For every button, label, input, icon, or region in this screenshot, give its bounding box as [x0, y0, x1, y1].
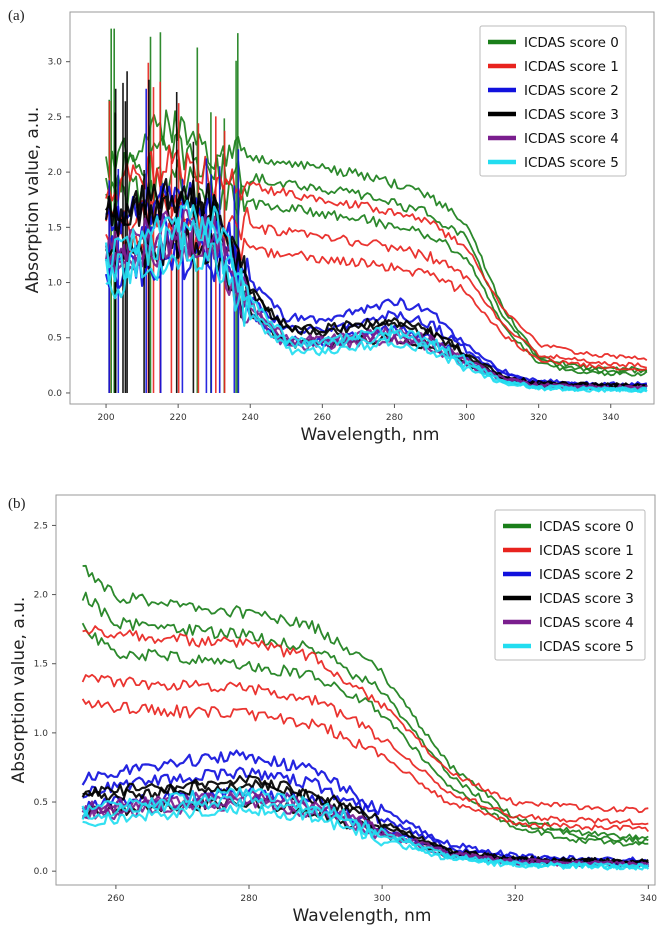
series-group [104, 28, 648, 394]
x-tick-label: 240 [242, 413, 259, 423]
chart-panel-b: (b) 260 280 300 320 340 0.0 0.5 1.0 1.5 2.0 2.5 Wave… [8, 494, 657, 926]
series-trace [81, 622, 649, 847]
series-trace [81, 698, 650, 833]
series-trace [104, 199, 648, 393]
x-tick-label: 320 [530, 413, 547, 423]
chart-panel-a: (a) 200 220 240 260 280 300 320 340 0.0 0.5 1.0 1.5 2… [8, 8, 655, 445]
series-trace [81, 673, 649, 826]
legend-label: ICDAS score 5 [524, 155, 619, 171]
legend-label: ICDAS score 3 [524, 107, 619, 123]
x-tick-label: 280 [240, 894, 257, 904]
x-axis-title: Wavelength, nm [293, 906, 432, 926]
series-icdas-score-2 [81, 749, 650, 867]
series-icdas-score-5 [81, 786, 650, 871]
y-tick-label: 2.5 [48, 113, 62, 123]
x-tick-label: 320 [507, 894, 524, 904]
legend-label: ICDAS score 3 [539, 591, 634, 607]
series-trace [105, 229, 648, 391]
x-tick-label: 300 [374, 894, 391, 904]
series-trace [105, 144, 648, 362]
series-trace [105, 181, 648, 388]
series-trace [81, 786, 649, 870]
legend-label: ICDAS score 0 [524, 35, 619, 51]
y-tick-label: 1.5 [34, 660, 48, 670]
series-trace [82, 564, 649, 840]
y-tick-label: 0.5 [34, 798, 48, 808]
series-icdas-score-1 [81, 625, 650, 833]
legend-label: ICDAS score 4 [524, 131, 619, 147]
y-axis-title: Absorption value, a.u. [23, 107, 43, 294]
plot-frame [69, 11, 655, 405]
x-tick-label: 260 [107, 894, 124, 904]
series-trace [105, 232, 648, 394]
x-tick-label: 300 [458, 413, 475, 423]
legend: ICDAS score 0 ICDAS score 1 ICDAS score 2 I… [479, 25, 627, 177]
y-tick-label: 3.0 [48, 58, 63, 68]
legend-label: ICDAS score 5 [539, 639, 634, 655]
legend-label: ICDAS score 2 [524, 83, 619, 99]
y-tick-label: 0.5 [48, 334, 62, 344]
x-tick-label: 280 [386, 413, 403, 423]
y-tick-label: 1.0 [48, 279, 63, 289]
series-group [81, 564, 650, 871]
y-tick-label: 2.0 [34, 591, 49, 601]
y-tick-label: 1.0 [34, 729, 49, 739]
series-trace [81, 774, 649, 865]
plot-frame [55, 494, 656, 886]
x-tick-label: 340 [640, 894, 657, 904]
legend-label: ICDAS score 1 [539, 543, 634, 559]
series-trace [82, 625, 649, 814]
y-axis-title: Absorption value, a.u. [9, 597, 29, 784]
y-tick-label: 2.0 [48, 168, 63, 178]
legend-label: ICDAS score 4 [539, 615, 634, 631]
x-tick-label: 260 [314, 413, 331, 423]
y-tick-label: 2.5 [34, 521, 48, 531]
x-tick-label: 340 [602, 413, 619, 423]
panel-label: (b) [8, 496, 26, 512]
x-axis-title: Wavelength, nm [301, 425, 440, 445]
legend-box [494, 509, 646, 661]
x-tick-label: 220 [170, 413, 187, 423]
series-icdas-score-5 [104, 199, 648, 394]
series-trace [105, 185, 648, 389]
legend-label: ICDAS score 2 [539, 567, 634, 583]
x-tick-label: 200 [97, 413, 114, 423]
y-tick-label: 0.0 [34, 867, 49, 877]
y-tick-label: 1.5 [48, 223, 62, 233]
series-icdas-score-0 [81, 564, 649, 847]
legend-label: ICDAS score 0 [539, 519, 634, 535]
legend-box [479, 25, 627, 177]
legend-label: ICDAS score 1 [524, 59, 619, 75]
legend: ICDAS score 0 ICDAS score 1 ICDAS score 2 I… [494, 509, 646, 661]
y-tick-label: 0.0 [48, 389, 63, 399]
panel-label: (a) [8, 8, 25, 24]
